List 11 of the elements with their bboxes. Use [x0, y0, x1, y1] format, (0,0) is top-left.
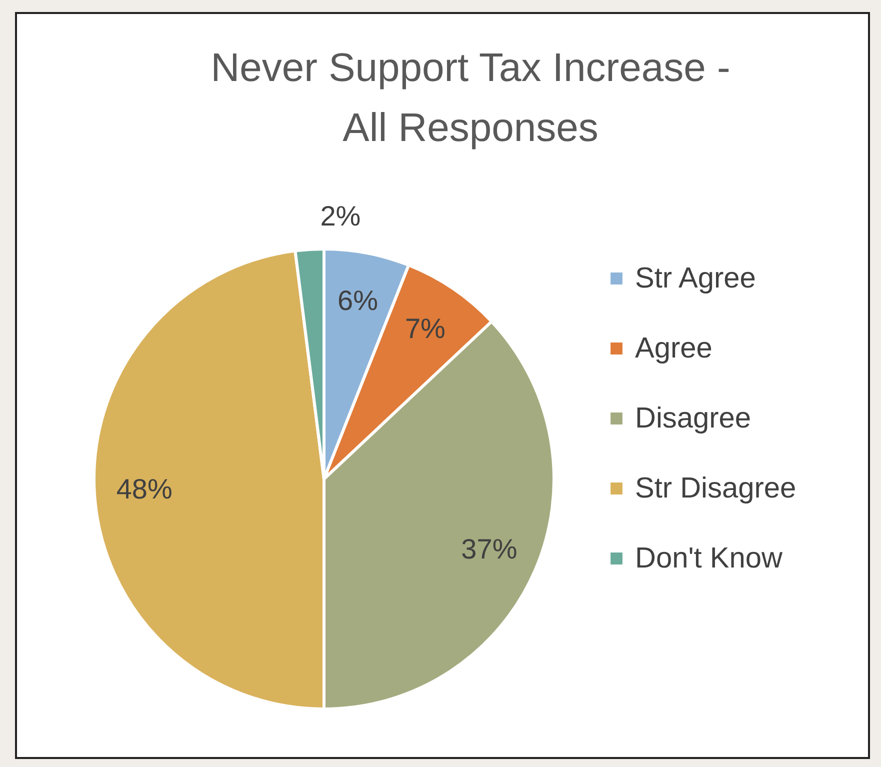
legend-label: Agree	[635, 332, 712, 364]
data-label: 37%	[461, 533, 518, 564]
legend-label: Don't Know	[635, 542, 784, 574]
data-label: 7%	[404, 313, 446, 344]
data-label: 2%	[320, 200, 361, 232]
data-label: 48%	[116, 473, 172, 504]
data-label: 6%	[337, 285, 378, 316]
legend-label: Str Disagree	[635, 472, 796, 504]
legend-label: Str Agree	[635, 262, 756, 294]
legend-label: Disagree	[635, 402, 752, 434]
chart-title: Never Support Tax Increase - All Responses	[210, 46, 730, 150]
